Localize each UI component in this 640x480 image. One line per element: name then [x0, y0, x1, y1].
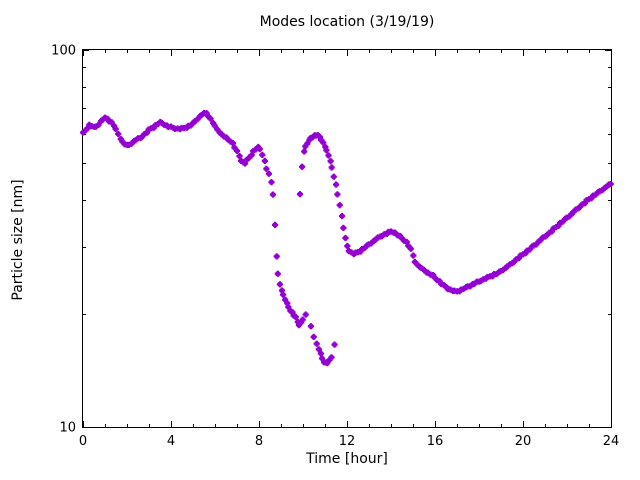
x-axis-ticks	[83, 50, 612, 427]
data-point	[336, 202, 343, 209]
chart-title: Modes location (3/19/19)	[259, 14, 435, 30]
data-point	[269, 191, 277, 198]
x-tick-label: 4	[167, 434, 175, 449]
data-point	[333, 181, 340, 188]
data-point	[261, 157, 268, 165]
data-point	[259, 151, 266, 158]
y-tick-label: 100	[51, 44, 76, 59]
data-point	[299, 163, 306, 170]
plot-border	[82, 49, 612, 428]
data-point	[338, 212, 346, 220]
data-point	[273, 253, 280, 260]
data-point	[276, 281, 283, 288]
x-tick-label: 0	[79, 434, 87, 449]
data-point	[274, 270, 281, 277]
x-tick-label: 24	[603, 434, 620, 449]
data-point	[340, 224, 347, 231]
x-tick-label: 16	[427, 434, 444, 449]
axes	[82, 49, 612, 428]
data-point	[331, 341, 338, 348]
data-point	[327, 158, 334, 165]
series-mode-1	[79, 109, 338, 367]
y-tick-label: 10	[59, 421, 76, 436]
series-mode-2	[296, 132, 614, 295]
y-axis-tick-labels: 10 100	[51, 44, 76, 436]
data-point	[330, 173, 337, 180]
data-point	[307, 323, 315, 330]
data-point	[410, 252, 417, 259]
data-point	[342, 234, 349, 242]
data-point	[328, 164, 335, 171]
data-point	[313, 340, 320, 347]
x-axis-tick-labels: 0 4 8 12 16 20 24	[79, 434, 619, 449]
data-point	[334, 191, 341, 198]
data-point	[296, 191, 304, 198]
data-point	[268, 179, 275, 186]
x-axis-label: Time [hour]	[306, 451, 388, 467]
x-tick-label: 20	[515, 434, 532, 449]
y-axis-ticks	[83, 50, 611, 428]
data-point	[271, 221, 279, 228]
data-point	[310, 333, 317, 341]
x-tick-label: 8	[255, 434, 263, 449]
x-tick-label: 12	[339, 434, 356, 449]
